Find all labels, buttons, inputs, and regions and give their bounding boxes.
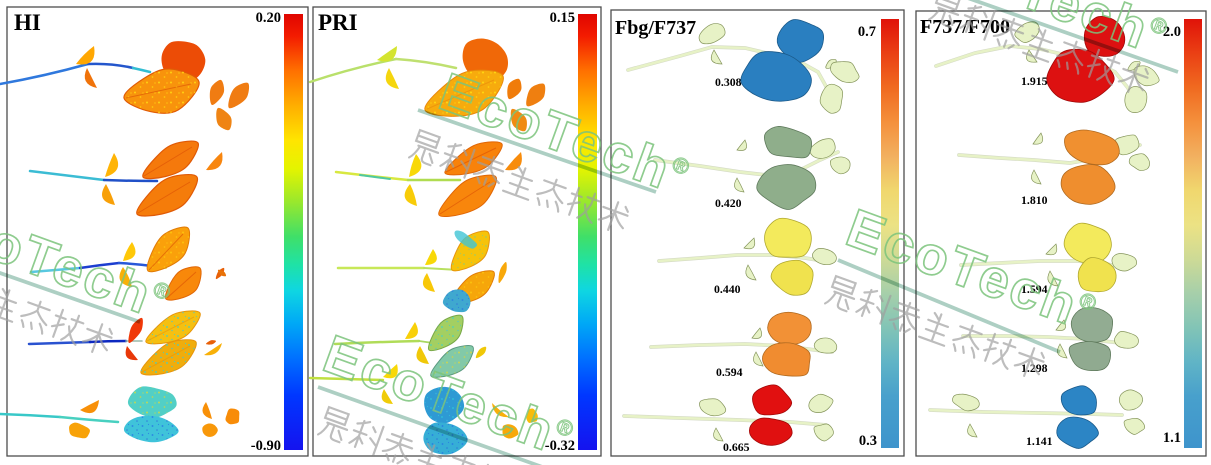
svg-text:1.141: 1.141 [1026,434,1053,448]
svg-text:1.810: 1.810 [1021,193,1048,207]
svg-text:0.20: 0.20 [256,10,281,26]
svg-text:0.420: 0.420 [715,196,742,210]
svg-text:0.440: 0.440 [714,282,741,296]
svg-text:-0.90: -0.90 [251,438,281,454]
svg-text:0.308: 0.308 [715,75,742,89]
svg-text:1.915: 1.915 [1021,74,1048,88]
svg-text:Fbg/F737: Fbg/F737 [615,17,696,39]
svg-text:HI: HI [14,10,41,35]
svg-text:1.594: 1.594 [1021,282,1048,296]
svg-text:1.1: 1.1 [1163,430,1181,446]
svg-text:0.665: 0.665 [723,440,750,454]
svg-text:0.7: 0.7 [858,24,876,40]
svg-text:0.594: 0.594 [716,365,743,379]
svg-text:2.0: 2.0 [1163,24,1181,40]
svg-text:PRI: PRI [318,10,358,35]
svg-text:-0.32: -0.32 [545,438,575,454]
svg-text:0.3: 0.3 [859,433,877,449]
svg-text:0.15: 0.15 [550,10,575,26]
